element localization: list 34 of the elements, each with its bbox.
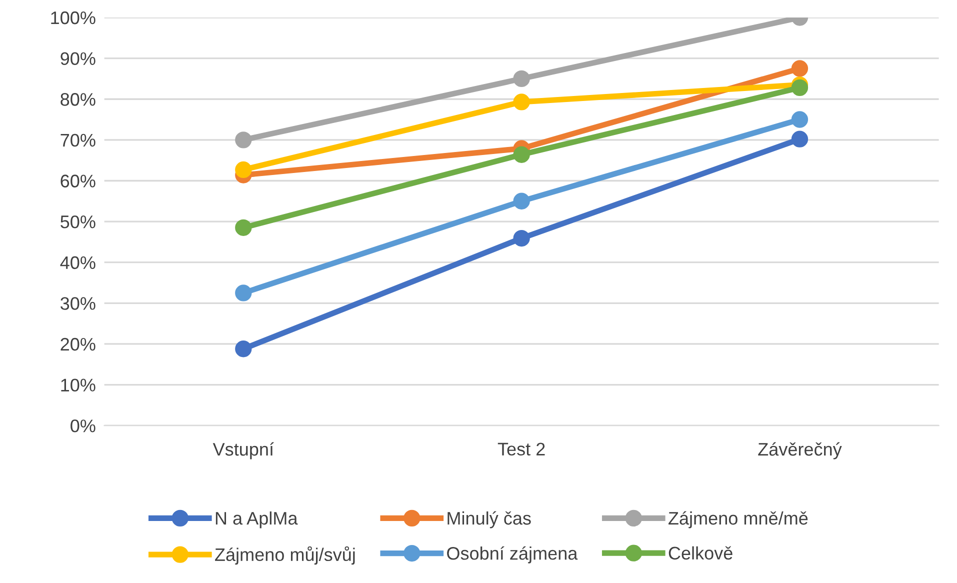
y-tick-label: 10% <box>61 378 96 392</box>
point <box>235 161 252 178</box>
legend-label: Zájmeno můj/svůj <box>215 546 355 565</box>
legend-label: Osobní zájmena <box>447 546 578 564</box>
point <box>791 60 808 77</box>
y-tick-label: 50% <box>60 215 96 228</box>
point <box>513 94 530 110</box>
y-tick-label: 20% <box>60 338 96 351</box>
legend-label: N a AplMa <box>216 511 298 528</box>
y-tick-label: 80% <box>60 93 96 106</box>
point <box>513 230 530 247</box>
point <box>235 132 252 148</box>
legend-label: Minulý čas <box>448 511 531 528</box>
y-tick-label: 0% <box>70 420 96 432</box>
y-tick-label: 70% <box>60 134 96 147</box>
point <box>791 130 808 148</box>
point <box>791 111 808 128</box>
point <box>513 192 530 210</box>
legend-label: Zájmeno mně/mě <box>668 511 808 528</box>
point <box>513 146 530 163</box>
legend-label: Celkově <box>668 546 732 560</box>
y-tick-label: 40% <box>60 256 96 270</box>
y-tick-label: 90% <box>60 52 96 66</box>
y-tick-label: 100% <box>51 11 96 24</box>
point <box>235 219 252 236</box>
y-tick-label: 60% <box>60 174 96 188</box>
y-tick-label: 30% <box>60 297 96 310</box>
point <box>513 70 530 88</box>
point <box>235 284 252 302</box>
x-tick-label: Test 2 <box>498 442 545 456</box>
x-tick-label: Vstupní <box>212 442 274 460</box>
x-tick-label: Závěrečný <box>758 442 842 460</box>
point <box>791 79 808 96</box>
point <box>235 340 252 358</box>
